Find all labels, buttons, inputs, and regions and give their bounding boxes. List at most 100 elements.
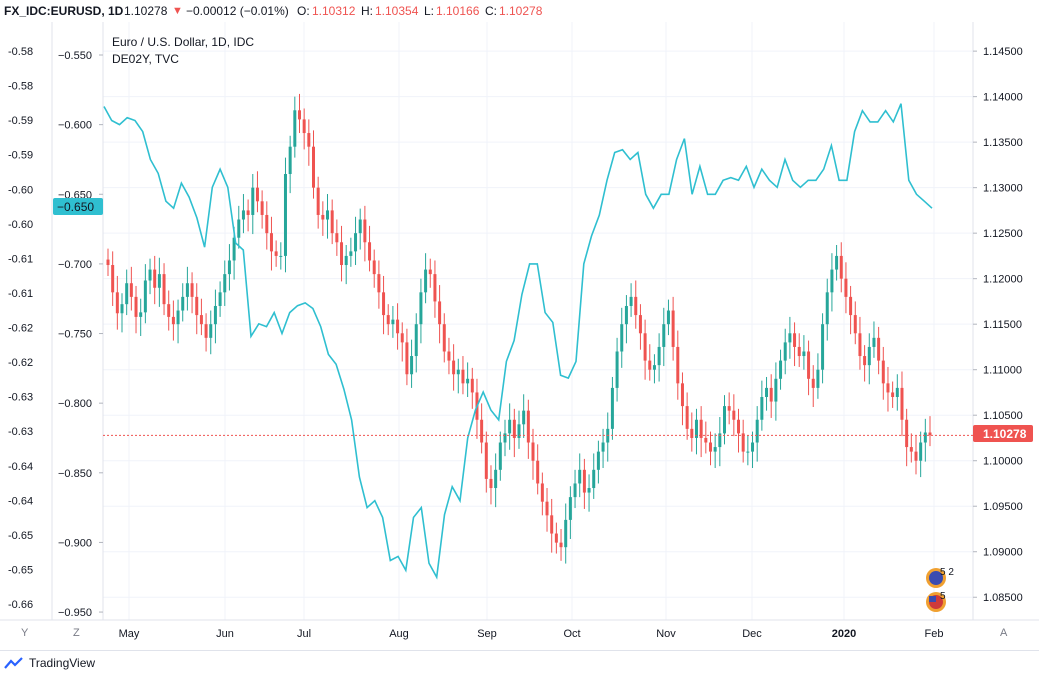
- brand-label: TradingView: [29, 656, 96, 670]
- last-price-badge: [973, 425, 1033, 442]
- time-axis[interactable]: May Jun Jul Aug Sep Oct Nov Dec 2020 Feb: [119, 628, 944, 640]
- candle-body: [783, 342, 787, 361]
- candle-body: [517, 424, 521, 438]
- candle-body: [358, 219, 362, 234]
- candlestick-series: [106, 93, 932, 564]
- event-flags[interactable]: 5 2 5: [926, 567, 954, 612]
- right-price-axis[interactable]: 1.14500 1.14000 1.13500 1.13000 1.12500 1.120…: [973, 46, 1023, 604]
- candle-body: [139, 312, 143, 317]
- candle-body: [713, 447, 717, 452]
- candle-body: [568, 497, 572, 520]
- candle-body: [461, 369, 465, 384]
- legend-overlay[interactable]: DE02Y, TVC: [112, 52, 179, 66]
- candle-body: [835, 255, 839, 270]
- candle-body: [849, 296, 853, 316]
- legend-title[interactable]: Euro / U.S. Dollar, 1D, IDC: [112, 35, 254, 49]
- overlay-value-badge-label: −0.650: [57, 200, 94, 214]
- outer-tick-label: -0.64: [8, 495, 33, 507]
- us-flag-canton: [929, 596, 936, 602]
- candle-body: [167, 304, 171, 317]
- candle-body: [886, 383, 890, 393]
- outer-tick-label: -0.61: [8, 253, 33, 265]
- outer-tick-label: -0.66: [8, 599, 33, 611]
- candle-body: [839, 255, 843, 279]
- candle-body: [354, 233, 358, 252]
- open-label: O:: [297, 4, 310, 18]
- outer-tick-label: -0.58: [8, 46, 33, 58]
- candle-body: [129, 283, 133, 297]
- candle-body: [288, 146, 292, 175]
- candle-body: [648, 360, 652, 370]
- candle-body: [447, 351, 451, 361]
- candle-body: [433, 274, 437, 302]
- candle-body: [171, 316, 175, 325]
- candle-body: [195, 296, 199, 316]
- candle-body: [199, 315, 203, 325]
- open-value: 1.10312: [312, 4, 356, 18]
- candle-body: [489, 478, 493, 489]
- candle-body: [410, 356, 414, 375]
- candle-body: [470, 378, 474, 393]
- candle-body: [596, 451, 600, 470]
- low-value: 1.10166: [436, 4, 480, 18]
- candle-body: [867, 346, 871, 366]
- outer-tick-label: -0.62: [8, 357, 33, 369]
- price-tick-label: 1.12500: [983, 228, 1023, 240]
- candle-body: [662, 324, 666, 347]
- candle-body: [779, 360, 783, 379]
- candle-body: [125, 283, 129, 305]
- candle-body: [316, 187, 320, 215]
- candle-body: [120, 304, 124, 314]
- candle-body: [190, 283, 194, 297]
- price-tick-label: 1.10000: [983, 456, 1023, 468]
- candle-body: [368, 242, 372, 261]
- tradingview-brand[interactable]: TradingView: [4, 656, 95, 670]
- candle-body: [181, 296, 185, 311]
- candle-body: [312, 146, 315, 188]
- candle-body: [881, 360, 885, 384]
- candle-body: [802, 351, 806, 357]
- candle-body: [863, 356, 867, 366]
- candle-body: [237, 219, 241, 238]
- candle-body: [400, 333, 404, 343]
- candle-body: [531, 442, 535, 461]
- candle-body: [223, 274, 227, 293]
- candle-body: [209, 324, 213, 338]
- candle-body: [344, 255, 348, 266]
- candle-body: [148, 269, 152, 281]
- candle-body: [153, 269, 157, 288]
- chart-background: [0, 22, 1039, 650]
- time-tick-label: May: [119, 628, 140, 640]
- candle-body: [134, 296, 138, 317]
- candle-body: [143, 280, 147, 313]
- candle-body: [438, 301, 442, 325]
- y-axis-button[interactable]: Y: [21, 627, 29, 639]
- candle-body: [386, 315, 390, 325]
- candle-body: [582, 469, 586, 493]
- candle-body: [891, 392, 895, 398]
- candle-body: [106, 259, 110, 266]
- left-outer-price-axis[interactable]: -0.58 -0.58 -0.59 -0.59 -0.60 -0.60 -0.61 -0.61…: [8, 46, 33, 611]
- tradingview-logo-icon: [4, 657, 23, 669]
- auto-scale-button[interactable]: A: [1000, 627, 1008, 639]
- candle-body: [694, 419, 698, 438]
- candle-body: [690, 428, 694, 438]
- candle-body: [587, 488, 591, 493]
- candle-body: [610, 387, 614, 429]
- candle-body: [111, 265, 115, 293]
- time-tick-label: Dec: [742, 628, 762, 640]
- outer-tick-label: -0.60: [8, 219, 33, 231]
- symbol-label[interactable]: FX_IDC:EURUSD, 1D: [4, 4, 124, 18]
- z-axis-button[interactable]: Z: [73, 627, 80, 639]
- candle-body: [914, 451, 918, 461]
- candle-body: [905, 419, 909, 448]
- price-tick-label: 1.10500: [983, 410, 1023, 422]
- time-tick-label: 2020: [832, 628, 856, 640]
- candle-body: [424, 269, 428, 293]
- outer-tick-label: -0.59: [8, 150, 33, 162]
- price-tick-label: 1.13500: [983, 137, 1023, 149]
- candle-body: [279, 255, 283, 257]
- eurusd-chart[interactable]: 1.14500 1.14000 1.13500 1.13000 1.12500 1.120…: [0, 22, 1039, 650]
- candle-body: [652, 365, 656, 370]
- time-tick-label: Jun: [216, 628, 234, 640]
